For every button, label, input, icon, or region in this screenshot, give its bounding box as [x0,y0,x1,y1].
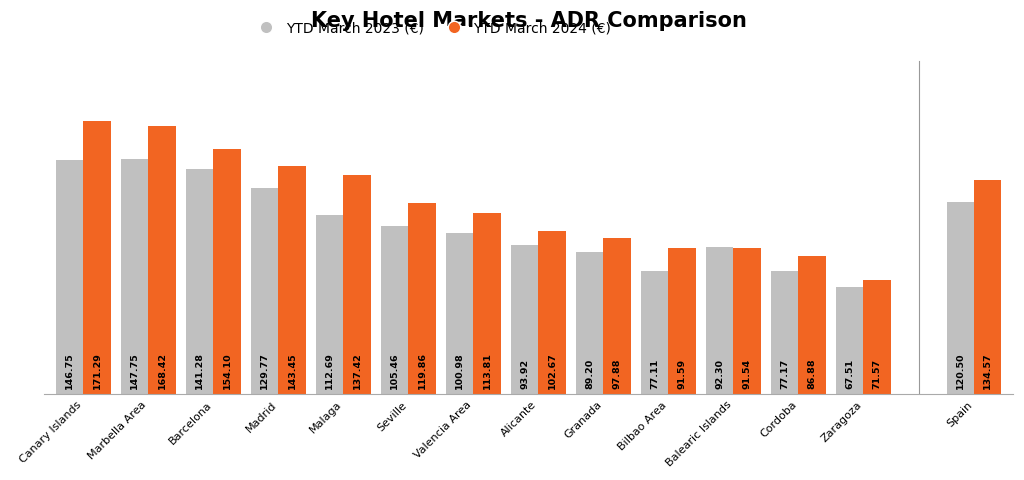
Bar [641,271,669,394]
Text: 154.10: 154.10 [222,353,231,389]
Bar [863,280,891,394]
Bar [121,159,148,394]
Text: 86.88: 86.88 [808,359,816,389]
Bar [84,121,111,394]
Bar [473,213,501,394]
Bar [186,169,213,394]
Text: 91.54: 91.54 [742,360,752,389]
Title: Key Hotel Markets - ADR Comparison: Key Hotel Markets - ADR Comparison [310,11,746,31]
Text: 105.46: 105.46 [390,353,399,389]
Text: 134.57: 134.57 [983,353,992,389]
Text: 119.86: 119.86 [418,352,427,389]
Text: 137.42: 137.42 [352,353,361,389]
Text: 100.98: 100.98 [456,353,464,389]
Bar [946,202,974,394]
Bar [409,204,436,394]
Text: 129.77: 129.77 [260,352,269,389]
Legend: YTD March 2023 (€), YTD March 2024 (€): YTD March 2023 (€), YTD March 2024 (€) [247,16,616,41]
Bar [707,247,733,394]
Text: 102.67: 102.67 [548,353,557,389]
Text: 147.75: 147.75 [130,353,139,389]
Text: 91.59: 91.59 [678,360,686,389]
Bar [669,248,695,394]
Text: 146.75: 146.75 [66,353,75,389]
Bar [974,180,1001,394]
Bar [603,238,631,394]
Text: 97.88: 97.88 [612,359,622,389]
Text: 71.57: 71.57 [872,360,882,389]
Bar [511,245,539,394]
Text: 171.29: 171.29 [92,352,101,389]
Bar [148,126,176,394]
Bar [251,188,279,394]
Text: 93.92: 93.92 [520,360,529,389]
Text: 92.30: 92.30 [716,360,724,389]
Text: 113.81: 113.81 [482,352,492,389]
Text: 89.20: 89.20 [586,359,594,389]
Bar [381,226,409,394]
Bar [343,175,371,394]
Bar [799,256,825,394]
Bar [316,215,343,394]
Bar [771,271,799,394]
Bar [837,287,863,394]
Bar [213,149,241,394]
Text: 67.51: 67.51 [845,360,854,389]
Text: 120.50: 120.50 [955,353,965,389]
Text: 141.28: 141.28 [196,352,205,389]
Bar [56,160,84,394]
Text: 77.17: 77.17 [780,359,790,389]
Bar [577,252,603,394]
Text: 112.69: 112.69 [326,352,334,389]
Text: 77.11: 77.11 [650,359,659,389]
Bar [279,166,306,394]
Text: 168.42: 168.42 [158,352,167,389]
Bar [446,233,473,394]
Bar [539,231,565,394]
Bar [733,249,761,394]
Text: 143.45: 143.45 [288,353,297,389]
